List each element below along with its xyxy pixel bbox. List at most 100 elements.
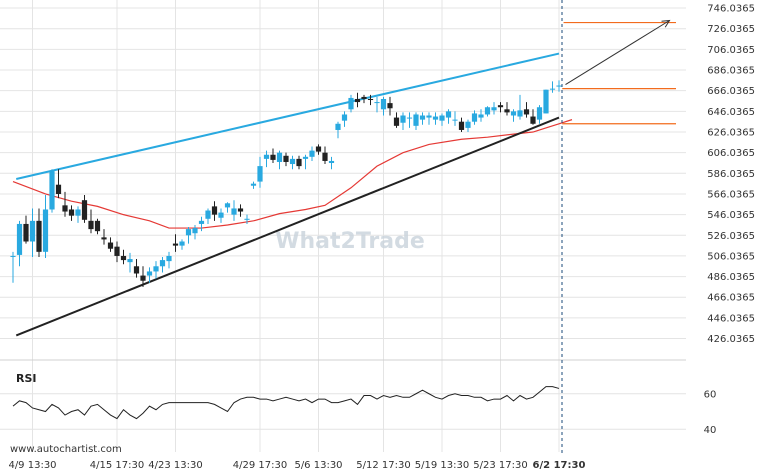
candle-body <box>224 203 231 208</box>
candle-body <box>127 259 133 263</box>
candle-body <box>406 117 413 119</box>
candle-body <box>23 223 29 242</box>
candle-body <box>393 117 400 126</box>
moving-average <box>12 119 573 229</box>
candle-body <box>445 111 452 118</box>
credit-text: www.autochartist.com <box>10 444 122 455</box>
candle-body <box>55 184 62 194</box>
candle-body <box>478 114 484 118</box>
price-tick-label: 646.0365 <box>707 107 755 118</box>
candle-body <box>419 115 426 120</box>
chart-grid <box>0 0 686 452</box>
price-axis: 746.0365 726.0365 706.0365 686.0365 666.0365… <box>707 4 755 345</box>
price-levels <box>562 21 676 125</box>
candle-body <box>510 111 517 116</box>
candle-body <box>179 241 185 246</box>
candle-body <box>49 171 55 210</box>
price-tick-label: 726.0365 <box>707 24 755 35</box>
candle-body <box>237 208 244 212</box>
candle-body <box>367 98 374 101</box>
candle-body <box>166 255 172 262</box>
candle-body <box>133 266 140 274</box>
candle-body <box>153 266 159 272</box>
price-tick-label: 526.0365 <box>707 231 755 242</box>
candle-body <box>16 223 23 255</box>
rsi-panel <box>12 386 560 420</box>
rsi-line <box>12 386 560 420</box>
candle-body <box>218 212 224 218</box>
candle-body <box>426 115 432 118</box>
price-tick-label: 606.0365 <box>707 148 755 159</box>
candle-body <box>276 152 283 162</box>
candle-body <box>283 155 289 162</box>
candle-body <box>400 115 406 123</box>
candle-body <box>543 89 549 114</box>
price-tick-label: 426.0365 <box>707 334 755 345</box>
candle-body <box>458 121 465 130</box>
time-axis: 4/9 13:30 4/15 17:30 4/23 13:30 4/29 17:30 5… <box>8 460 585 471</box>
candle-body <box>296 158 302 167</box>
candle-body <box>101 237 107 240</box>
candle-body <box>250 183 257 186</box>
candle-body <box>146 271 153 276</box>
projection-arrow <box>565 19 671 85</box>
candle-body <box>471 113 478 122</box>
candle-body <box>380 98 387 110</box>
candle-body <box>107 242 114 249</box>
candle-body <box>289 158 296 165</box>
price-tick-label: 746.0365 <box>707 4 755 15</box>
price-tick-label: 626.0365 <box>707 127 755 138</box>
time-tick-label: 5/23 17:30 <box>473 460 527 471</box>
rsi-axis: 60 40 <box>704 389 717 436</box>
candle-body <box>159 260 166 267</box>
trendlines <box>15 52 560 337</box>
time-tick-label: 6/2 17:30 <box>533 460 586 471</box>
candle-body <box>198 220 205 224</box>
candle-body <box>257 166 263 182</box>
candle-body <box>185 229 192 236</box>
candle-body <box>530 116 536 124</box>
price-tick-label: 566.0365 <box>707 189 755 200</box>
candles <box>10 80 562 287</box>
candle-body <box>81 200 88 220</box>
price-tick-label: 506.0365 <box>707 251 755 262</box>
rsi-tick-label: 60 <box>704 389 717 400</box>
candle-body <box>504 109 510 113</box>
time-tick-label: 5/12 17:30 <box>356 460 410 471</box>
candle-body <box>497 105 504 108</box>
candle-body <box>205 210 211 219</box>
candle-body <box>211 206 218 215</box>
candle-body <box>62 205 68 212</box>
time-tick-label: 4/15 17:30 <box>90 460 144 471</box>
candle-body <box>536 107 543 120</box>
candle-body <box>244 218 250 220</box>
candle-body <box>68 209 75 216</box>
price-tick-label: 666.0365 <box>707 86 755 97</box>
candle-body <box>231 208 237 215</box>
candle-body <box>172 243 179 246</box>
candle-body <box>413 114 419 126</box>
price-tick-label: 446.0365 <box>707 313 755 324</box>
candle-body <box>88 220 94 230</box>
time-tick-label: 5/6 13:30 <box>294 460 342 471</box>
candle-body <box>452 119 458 121</box>
price-tick-label: 546.0365 <box>707 210 755 221</box>
candle-body <box>439 115 445 121</box>
price-tick-label: 586.0365 <box>707 169 755 180</box>
price-tick-label: 466.0365 <box>707 293 755 304</box>
candle-body <box>263 154 270 159</box>
time-tick-label: 4/29 17:30 <box>233 460 287 471</box>
price-tick-label: 706.0365 <box>707 45 755 56</box>
candle-body <box>322 152 328 161</box>
candle-body <box>361 96 367 99</box>
price-tick-label: 686.0365 <box>707 66 755 77</box>
candle-body <box>491 107 497 111</box>
candle-body <box>36 220 42 252</box>
candle-body <box>354 98 361 103</box>
candle-body <box>374 102 380 104</box>
support-line <box>15 116 560 337</box>
candle-body <box>42 209 49 252</box>
candle-body <box>432 116 439 120</box>
resistance-line <box>16 52 560 180</box>
